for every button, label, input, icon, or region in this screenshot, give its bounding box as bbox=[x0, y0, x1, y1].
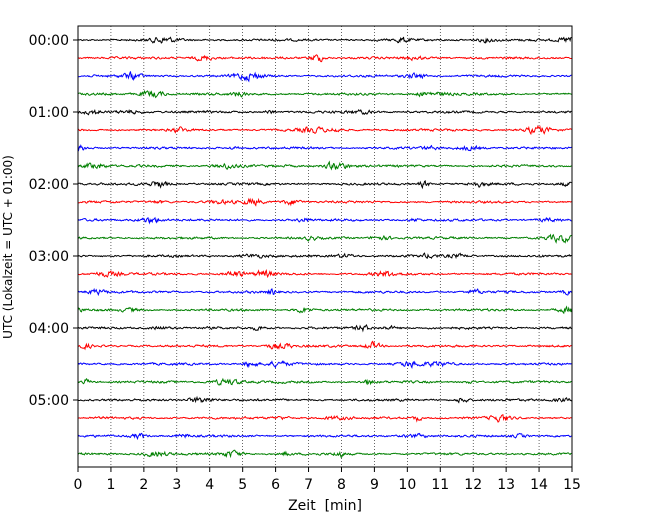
x-tick-label: 11 bbox=[431, 477, 449, 493]
trace-line bbox=[77, 360, 572, 369]
y-tick-label: 00:00 bbox=[29, 33, 69, 49]
trace-line bbox=[77, 377, 572, 386]
trace-line bbox=[77, 108, 572, 116]
trace-line bbox=[77, 414, 572, 423]
x-tick-label: 5 bbox=[238, 477, 247, 493]
x-axis-ticks: 0 1 2 3 4 5 6 7 8 9 10 11 12 13 14 15 bbox=[74, 467, 581, 493]
plot-frame bbox=[77, 25, 573, 468]
trace-line bbox=[77, 197, 572, 207]
x-tick-label: 13 bbox=[497, 477, 515, 493]
y-axis-ticks: 00:00 01:00 02:00 03:00 04:00 05:00 bbox=[29, 33, 78, 409]
x-tick-label: 1 bbox=[106, 477, 115, 493]
trace-line bbox=[77, 324, 572, 333]
trace-line bbox=[77, 89, 572, 99]
y-tick-label: 05:00 bbox=[29, 393, 69, 409]
trace-line bbox=[77, 216, 572, 225]
x-tick-label: 3 bbox=[172, 477, 181, 493]
trace-line bbox=[77, 124, 572, 136]
trace-line bbox=[77, 395, 572, 404]
trace-line bbox=[77, 268, 572, 279]
trace-line bbox=[77, 160, 572, 171]
trace-line bbox=[77, 71, 572, 83]
x-tick-label: 14 bbox=[530, 477, 548, 493]
x-tick-label: 9 bbox=[370, 477, 379, 493]
trace-line bbox=[77, 287, 572, 297]
y-tick-label: 01:00 bbox=[29, 105, 69, 121]
x-tick-label: 2 bbox=[139, 477, 148, 493]
trace-line bbox=[77, 233, 572, 244]
x-tick-label: 0 bbox=[74, 477, 83, 493]
x-tick-label: 15 bbox=[563, 477, 581, 493]
trace-line bbox=[77, 36, 572, 44]
x-tick-label: 6 bbox=[271, 477, 280, 493]
trace-line bbox=[77, 144, 572, 152]
trace-line bbox=[77, 340, 572, 351]
x-tick-label: 8 bbox=[337, 477, 346, 493]
trace-line bbox=[77, 252, 572, 260]
x-tick-label: 12 bbox=[464, 477, 482, 493]
y-axis-label: UTC (Lokalzeit = UTC + 01:00) bbox=[1, 155, 15, 339]
x-tick-label: 10 bbox=[398, 477, 416, 493]
x-tick-label: 4 bbox=[205, 477, 214, 493]
seismic-traces bbox=[77, 36, 572, 459]
y-tick-label: 03:00 bbox=[29, 249, 69, 265]
trace-line bbox=[77, 432, 572, 441]
x-axis-label: Zeit [min] bbox=[288, 498, 362, 514]
trace-line bbox=[77, 449, 572, 459]
y-tick-label: 02:00 bbox=[29, 177, 69, 193]
x-tick-label: 7 bbox=[304, 477, 313, 493]
y-tick-label: 04:00 bbox=[29, 321, 69, 337]
trace-line bbox=[77, 54, 572, 63]
trace-line bbox=[77, 180, 572, 190]
trace-line bbox=[77, 305, 572, 315]
